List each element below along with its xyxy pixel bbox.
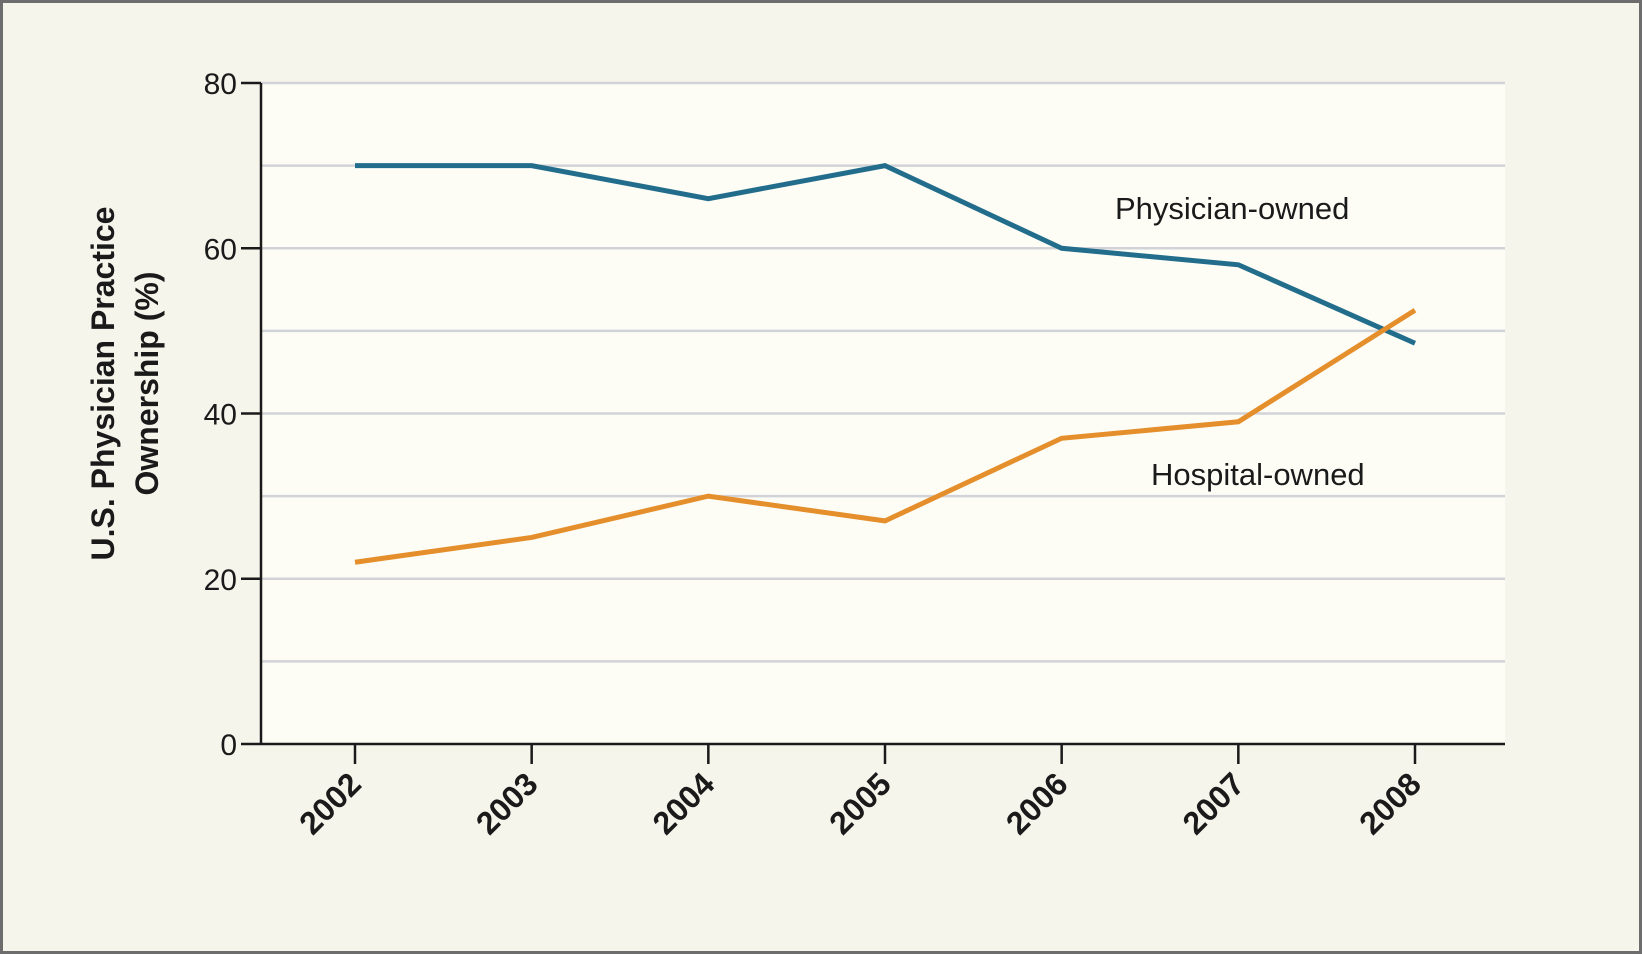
x-tick-label: 2004 (645, 765, 721, 841)
x-tick-label: 2003 (469, 765, 545, 841)
x-tick-label: 2007 (1175, 765, 1251, 841)
series-lines (354, 163, 1417, 565)
x-tick-label: 2005 (822, 765, 898, 841)
y-tick-label: 60 (204, 233, 237, 266)
y-tick-label: 20 (204, 564, 237, 597)
gridlines (261, 81, 1505, 663)
line-chart: 0 20 40 60 80 2002 2003 2004 2005 2006 2007 2008 P… (85, 68, 1505, 841)
x-ticks: 2002 2003 2004 2005 2006 2007 2008 (292, 744, 1428, 841)
y-axis-title-line-2: Ownership (%) (129, 271, 165, 495)
series-label-hospital-owned: Hospital-owned (1151, 457, 1365, 492)
series-line-hospital-owned (354, 308, 1417, 565)
x-tick-label: 2006 (999, 765, 1075, 841)
y-ticks: 0 20 40 60 80 (204, 68, 261, 762)
y-tick-label: 0 (220, 729, 237, 762)
series-line-physician-owned (355, 163, 1417, 346)
x-tick-label: 2008 (1352, 765, 1428, 841)
y-tick-label: 40 (204, 399, 237, 432)
series-labels: Physician-owned Hospital-owned (1115, 191, 1365, 492)
y-axis-title-line-1: U.S. Physician Practice (85, 207, 121, 561)
series-label-physician-owned: Physician-owned (1115, 191, 1349, 226)
y-tick-label: 80 (204, 68, 237, 101)
x-tick-label: 2002 (292, 765, 368, 841)
